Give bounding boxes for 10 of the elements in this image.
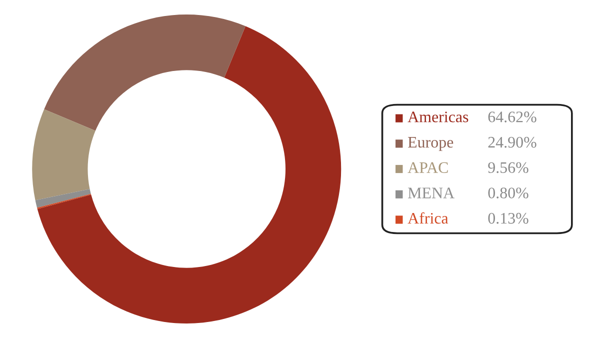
- legend-label: Africa: [408, 212, 448, 224]
- data-label: 0.13%: [488, 212, 528, 224]
- data-label: 0.80%: [488, 188, 528, 198]
- data-label: 24.90%: [488, 136, 536, 148]
- legend-label: Europe: [408, 137, 454, 151]
- data-label: 9.56%: [488, 162, 528, 174]
- legend-label: MENA: [408, 188, 454, 198]
- data-label: 64.62%: [488, 112, 536, 122]
- legend-label: Americas: [408, 112, 468, 122]
- legend-label: APAC: [408, 162, 448, 173]
